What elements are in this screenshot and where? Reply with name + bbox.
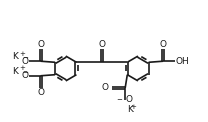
Text: O: O	[98, 40, 105, 49]
Text: K: K	[127, 105, 133, 114]
Text: K: K	[12, 52, 18, 61]
Text: O: O	[160, 40, 167, 49]
Text: O: O	[37, 40, 44, 49]
Text: +: +	[19, 51, 25, 57]
Text: K: K	[12, 67, 18, 76]
Text: −: −	[116, 97, 122, 103]
Text: O: O	[102, 83, 109, 92]
Text: −: −	[23, 55, 29, 61]
Text: O: O	[21, 57, 28, 66]
Text: O: O	[125, 95, 132, 104]
Text: −: −	[23, 70, 29, 76]
Text: +: +	[19, 66, 25, 71]
Text: +: +	[130, 104, 136, 110]
Text: OH: OH	[176, 57, 189, 66]
Text: O: O	[21, 71, 28, 80]
Text: O: O	[37, 88, 44, 97]
